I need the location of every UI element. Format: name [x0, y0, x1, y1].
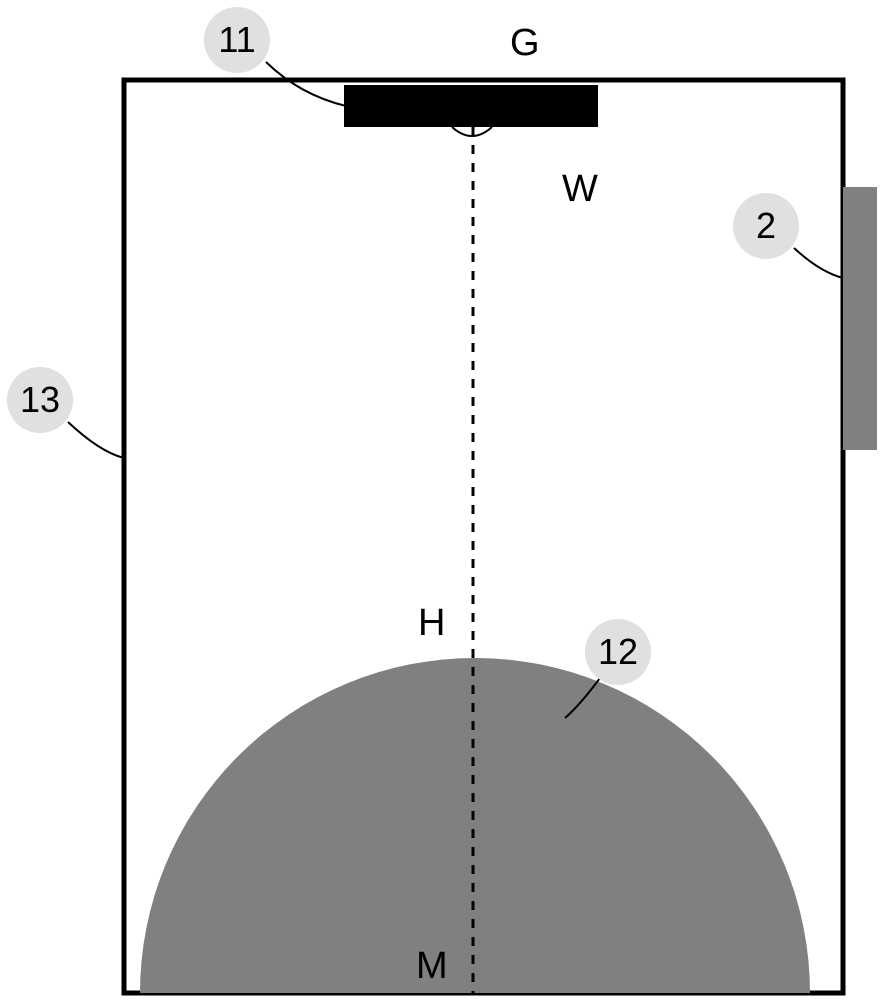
diagram-root: G W H M 11 2 13 12	[0, 0, 883, 1000]
callout-2-text: 2	[756, 205, 776, 247]
callout-12: 12	[585, 619, 651, 685]
diagram-svg	[0, 0, 883, 1000]
leader-13	[68, 422, 124, 458]
callout-13-text: 13	[20, 379, 60, 421]
callout-12-text: 12	[598, 631, 638, 673]
gray-bar-rect	[843, 187, 877, 450]
callout-11-text: 11	[218, 19, 255, 61]
callout-2: 2	[733, 193, 799, 259]
callout-13: 13	[7, 367, 73, 433]
label-w: W	[562, 168, 598, 211]
label-h: H	[418, 602, 445, 645]
label-m: M	[416, 945, 448, 988]
label-g: G	[510, 22, 540, 65]
black-bar-rect	[344, 85, 598, 127]
callout-11: 11	[204, 7, 270, 73]
